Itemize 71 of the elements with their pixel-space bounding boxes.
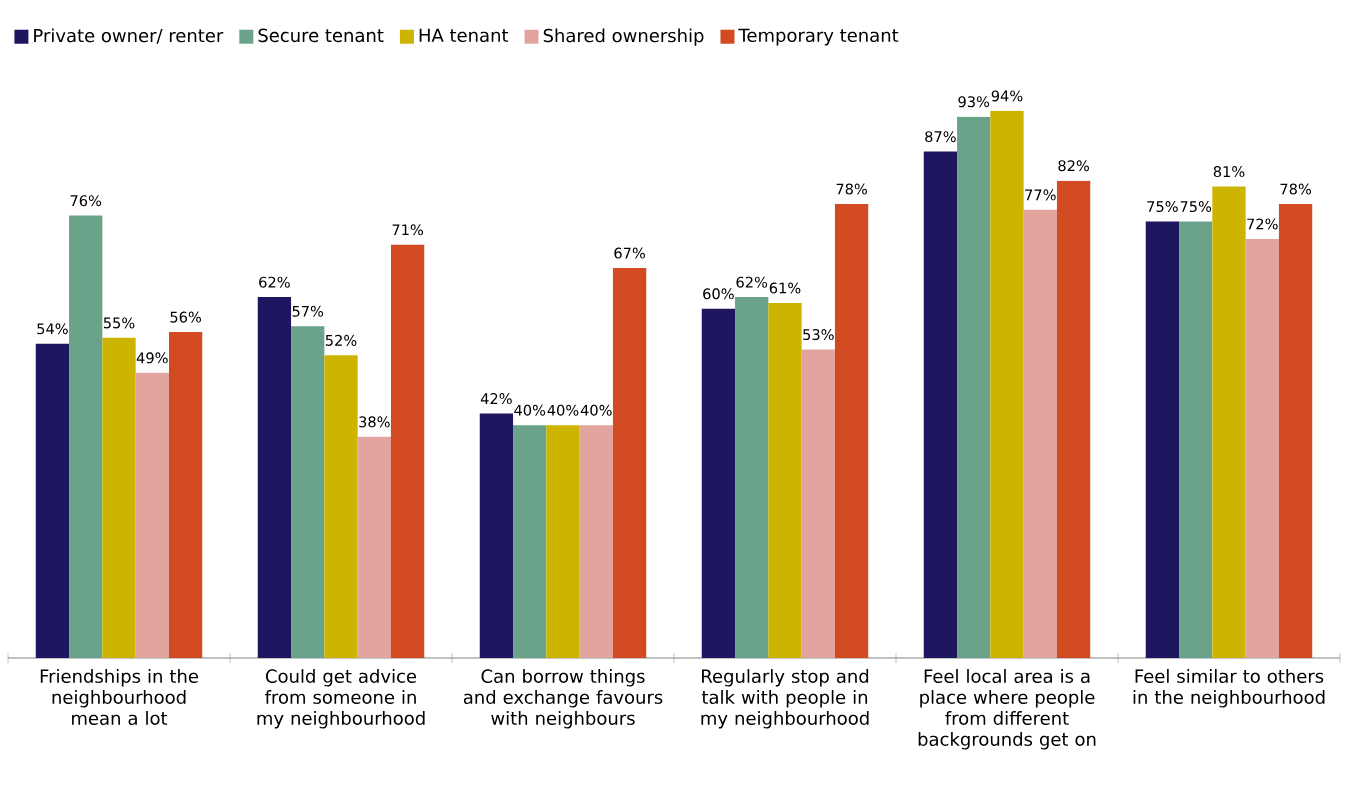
data-label: 82% [1058, 160, 1089, 172]
legend-label: Secure tenant [258, 28, 384, 43]
bar [1145, 221, 1180, 658]
data-label: 40% [514, 404, 546, 416]
data-label: 57% [292, 305, 324, 317]
bar [957, 116, 991, 658]
data-label: 67% [614, 247, 645, 259]
bar [390, 244, 425, 658]
data-label: 62% [736, 276, 768, 288]
x-tick-label: Regularly stop and talk with people in my neighbourhood [701, 669, 869, 729]
data-label: 81% [1213, 166, 1245, 178]
data-label: 60% [703, 288, 734, 300]
bar [357, 436, 391, 658]
x-tick-label: Feel similar to others in the neighbourhood [1133, 669, 1325, 708]
data-label: 56% [170, 311, 201, 323]
bar [701, 308, 736, 658]
bar [102, 337, 136, 658]
bar [735, 297, 769, 658]
x-tick-label: Friendships in the neighbourhood mean a lot [40, 669, 199, 725]
bar [479, 413, 514, 658]
data-label: 75% [1147, 200, 1178, 213]
data-label: 62% [259, 276, 290, 288]
legend-label: Temporary tenant [738, 28, 899, 46]
data-label: 72% [1247, 218, 1278, 230]
data-label: 75% [1180, 200, 1212, 213]
data-label: 40% [547, 404, 579, 416]
data-label: 87% [925, 131, 956, 143]
bar [69, 215, 103, 658]
data-label: 49% [136, 352, 168, 364]
legend-label: Shared ownership [543, 28, 704, 46]
x-tick-label: Could get advice from someone in my neighbourhood [257, 669, 425, 729]
bar [990, 110, 1024, 658]
bar [768, 302, 802, 658]
data-label: 71% [392, 224, 423, 236]
data-label: 77% [1025, 189, 1056, 201]
data-label: 55% [103, 317, 135, 329]
bar [612, 267, 647, 658]
data-label: 61% [769, 282, 801, 294]
bar [579, 425, 613, 658]
legend-label: HA tenant [419, 28, 509, 43]
bar [324, 355, 358, 658]
bar [546, 425, 580, 658]
data-label: 52% [325, 334, 357, 346]
data-label: 78% [836, 183, 867, 195]
bar [834, 203, 869, 658]
data-label: 94% [991, 90, 1023, 102]
bar [135, 372, 169, 658]
data-label: 42% [480, 393, 512, 405]
bar [291, 326, 325, 658]
bar [801, 349, 835, 658]
bar [1278, 203, 1313, 658]
data-label: 76% [70, 195, 102, 207]
bar [1245, 238, 1279, 658]
bar [1023, 209, 1057, 658]
data-label: 78% [1280, 183, 1311, 195]
x-tick-label: Feel local area is a place where people from different backgrounds get on [918, 669, 1096, 750]
bar [513, 425, 547, 658]
bar [35, 343, 70, 658]
bar [1212, 186, 1246, 658]
data-label: 38% [359, 416, 390, 428]
data-label: 54% [37, 323, 68, 335]
x-tick-label: Can borrow things and exchange favours with neighbours [463, 669, 663, 729]
legend-label: Private owner/ renter [34, 28, 224, 44]
data-label: 93% [958, 96, 990, 108]
bar [257, 297, 292, 658]
data-label: 53% [803, 329, 834, 341]
bar [168, 332, 203, 658]
bar [923, 151, 958, 658]
bar [1056, 180, 1091, 658]
bar [1179, 221, 1213, 658]
data-label: 40% [580, 404, 612, 416]
